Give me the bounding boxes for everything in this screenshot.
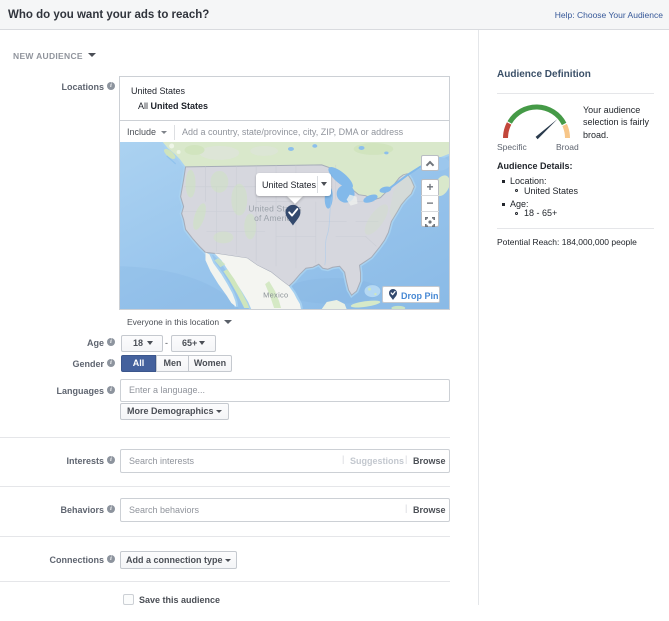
svg-text:United States: United States bbox=[248, 204, 301, 214]
svg-text:of America: of America bbox=[254, 213, 296, 223]
svg-text:Mexico: Mexico bbox=[263, 291, 288, 300]
